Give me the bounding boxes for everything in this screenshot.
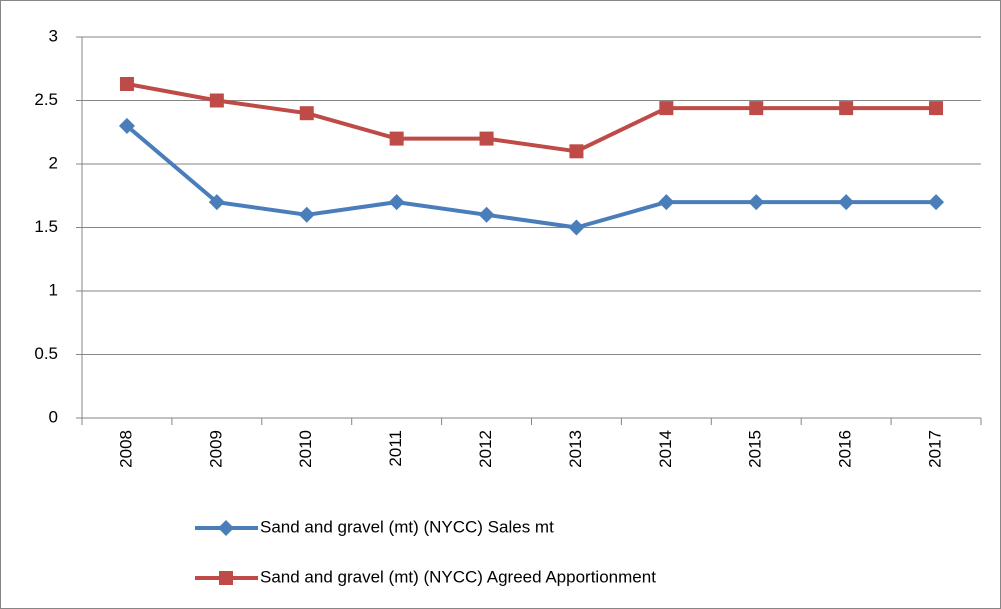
- point-marker: [479, 131, 494, 146]
- y-tick-label: 1.5: [34, 217, 58, 236]
- series-line: [126, 82, 937, 154]
- point-marker: [388, 194, 405, 211]
- legend-label: Sand and gravel (mt) (NYCC) Sales mt: [260, 517, 554, 536]
- point-marker: [748, 194, 765, 211]
- point-marker: [839, 101, 854, 116]
- point-marker: [569, 144, 584, 159]
- point-marker: [928, 194, 945, 211]
- legend-marker: [218, 520, 234, 536]
- point-marker: [118, 117, 135, 134]
- point-marker: [299, 106, 314, 121]
- point-marker: [208, 194, 225, 211]
- x-tick-label: 2012: [476, 430, 495, 468]
- point-marker: [658, 194, 675, 211]
- point-marker: [119, 76, 134, 91]
- x-tick-label: 2016: [836, 430, 855, 468]
- point-marker: [389, 131, 404, 146]
- x-tick-label: 2017: [926, 430, 945, 468]
- point-marker: [929, 101, 944, 116]
- y-tick-label: 2: [49, 153, 58, 172]
- x-tick-label: 2013: [566, 430, 585, 468]
- point-marker: [749, 101, 764, 116]
- series-line: [125, 124, 937, 230]
- x-tick-label: 2014: [656, 430, 675, 468]
- x-tick-label: 2009: [206, 430, 225, 468]
- point-marker: [568, 219, 585, 236]
- point-marker: [838, 194, 855, 211]
- x-tick-label: 2011: [386, 430, 405, 467]
- y-tick-label: 0.5: [34, 344, 58, 363]
- y-tick-label: 0: [49, 407, 58, 426]
- legend-marker: [219, 571, 233, 585]
- x-tick-label: 2015: [746, 430, 765, 468]
- x-tick-label: 2010: [296, 430, 315, 468]
- point-marker: [478, 206, 495, 223]
- legend-label: Sand and gravel (mt) (NYCC) Agreed Appor…: [260, 567, 656, 586]
- y-tick-label: 1: [49, 280, 58, 299]
- y-tick-label: 3: [49, 26, 58, 45]
- x-tick-label: 2008: [116, 430, 135, 468]
- point-marker: [298, 206, 315, 223]
- point-marker: [209, 93, 224, 108]
- y-tick-label: 2.5: [34, 90, 58, 109]
- point-marker: [659, 101, 674, 116]
